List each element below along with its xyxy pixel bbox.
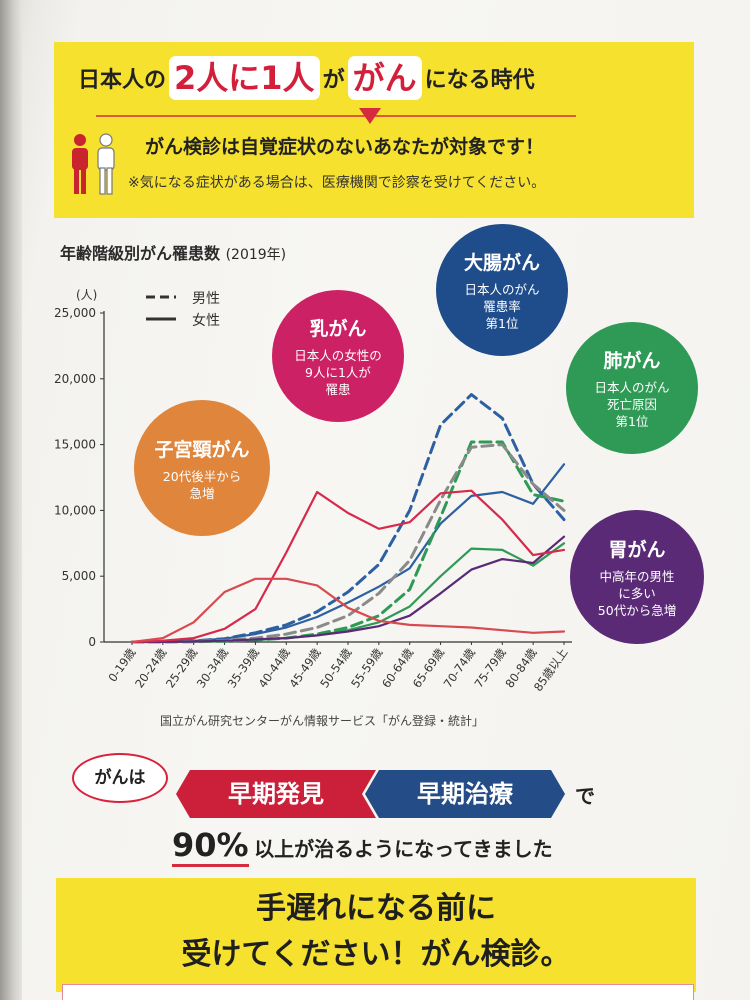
cure-rate-percent: 90% [172, 826, 249, 867]
headline-highlight-cancer: がん [347, 56, 422, 100]
early-treatment-tag: 早期治療 [365, 770, 565, 818]
bottom-line-2: 受けてください！がん検診。 [181, 937, 571, 972]
bubble-colon-desc: 日本人のがん 罹患率 第1位 [464, 282, 540, 331]
bubble-colon: 大腸がん 日本人のがん 罹患率 第1位 [436, 224, 568, 356]
chart-title: 年齢階級別がん罹患数 (2019年) [60, 240, 286, 264]
headline-mid: が [322, 68, 345, 93]
divider-arrow [96, 108, 576, 124]
bubble-stomach-title: 胃がん [608, 539, 666, 561]
y-axis-label: (人) [76, 288, 97, 302]
bubble-cervical-title: 子宮頸がん [154, 438, 250, 461]
bubble-lung: 肺がん 日本人のがん 死亡原因 第1位 [566, 322, 698, 454]
cancer-speech-oval: がんは [72, 753, 168, 803]
cure-rate-message: 90% 以上が治るようになってきました [172, 826, 553, 867]
series-line-stomach-female [130, 535, 566, 644]
bottom-pink-strip [62, 984, 694, 1000]
chart-subtitle: (2019年) [225, 247, 287, 263]
early-detection-tag: 早期発見 [176, 770, 376, 818]
bubble-breast-desc: 日本人の女性の 9人に1人が 罹患 [294, 348, 382, 397]
bubble-cervical-desc: 20代後半から 急増 [162, 468, 242, 501]
headline: 日本人の 2人に1人ががん になる時代 [78, 56, 678, 106]
bubble-lung-title: 肺がん [603, 350, 661, 372]
series-line-cervical-female [130, 577, 566, 644]
headline-pre: 日本人の [78, 68, 167, 93]
symptom-note: ※気になる症状がある場合は、医療機関で診察を受けてください。 [128, 175, 546, 191]
bottom-line-1: 手遅れになる前に [256, 891, 496, 926]
people-icon [72, 133, 115, 195]
headline-post: になる時代 [424, 68, 535, 93]
page-spine-shadow [0, 0, 22, 1000]
y-tick-label: 0 [88, 635, 96, 649]
particle-de: で [575, 784, 595, 808]
bubble-cervical: 子宮頸がん 20代後半から 急増 [134, 400, 270, 536]
cure-rate-text: 以上が治るようになってきました [254, 837, 553, 861]
legend-label-solid: 女性 [192, 312, 220, 329]
incidence-line-chart: 05,00010,00015,00020,00025,000(人)0-19歳20… [54, 288, 572, 694]
bottom-banner [56, 878, 696, 992]
y-tick-label: 20,000 [54, 372, 96, 386]
data-source: 国立がん研究センターがん情報サービス「がん登録・統計」 [160, 714, 485, 728]
y-tick-label: 15,000 [54, 438, 96, 452]
bubble-breast: 乳がん 日本人の女性の 9人に1人が 罹患 [272, 290, 404, 422]
bubble-breast-title: 乳がん [309, 318, 367, 340]
bubble-colon-title: 大腸がん [463, 252, 540, 274]
series-line-breast-female [130, 489, 566, 644]
y-tick-label: 10,000 [54, 503, 96, 517]
y-tick-label: 5,000 [62, 569, 96, 583]
bubble-stomach: 胃がん 中高年の男性 に多い 50代から急増 [570, 510, 704, 644]
bubble-stomach-desc: 中高年の男性 に多い 50代から急増 [597, 569, 677, 618]
legend-label-dashed: 男性 [192, 291, 220, 307]
headline-highlight-ratio: 2人に1人 [169, 56, 320, 100]
target-message: がん検診は自覚症状のないあなたが対象です！ [145, 136, 545, 158]
chart-title-text: 年齢階級別がん罹患数 [60, 244, 221, 263]
bottom-message: 手遅れになる前に 受けてください！がん検診。 [56, 886, 696, 978]
bubble-lung-desc: 日本人のがん 死亡原因 第1位 [594, 380, 670, 429]
y-tick-label: 25,000 [54, 306, 96, 320]
